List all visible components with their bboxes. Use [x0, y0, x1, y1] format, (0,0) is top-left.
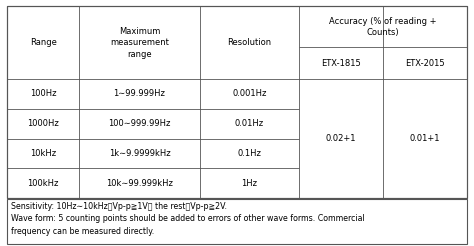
Text: ETX-2015: ETX-2015 — [405, 59, 445, 68]
Text: Maximum
measurement
range: Maximum measurement range — [110, 27, 169, 59]
Text: frequency can be measured directly.: frequency can be measured directly. — [11, 227, 154, 236]
Text: 100Hz: 100Hz — [30, 90, 56, 98]
Text: 0.01Hz: 0.01Hz — [235, 119, 264, 128]
Text: 10kHz: 10kHz — [30, 149, 56, 158]
Text: Accuracy (% of reading +
Counts): Accuracy (% of reading + Counts) — [329, 16, 437, 37]
Text: 0.01+1: 0.01+1 — [410, 134, 440, 143]
Text: 1000Hz: 1000Hz — [27, 119, 59, 128]
Text: 1∼99.999Hz: 1∼99.999Hz — [114, 90, 165, 98]
Text: Sensitivity: 10Hz∼10kHz，Vp-p≧1V； the rest：Vp-p≧2V.: Sensitivity: 10Hz∼10kHz，Vp-p≧1V； the res… — [11, 202, 227, 211]
Text: Wave form: 5 counting points should be added to errors of other wave forms. Comm: Wave form: 5 counting points should be a… — [11, 214, 365, 223]
Text: 0.02+1: 0.02+1 — [326, 134, 356, 143]
Text: 100∼999.99Hz: 100∼999.99Hz — [109, 119, 171, 128]
Text: 1k∼9.9999kHz: 1k∼9.9999kHz — [109, 149, 170, 158]
Text: 0.001Hz: 0.001Hz — [232, 90, 266, 98]
Text: Range: Range — [30, 38, 56, 47]
Text: 10k∼99.999kHz: 10k∼99.999kHz — [106, 179, 173, 188]
Text: 100kHz: 100kHz — [27, 179, 59, 188]
Bar — [7, 6, 467, 198]
Bar — [7, 199, 467, 244]
Text: 1Hz: 1Hz — [241, 179, 257, 188]
Text: Resolution: Resolution — [228, 38, 272, 47]
Text: 0.1Hz: 0.1Hz — [237, 149, 261, 158]
Text: ETX-1815: ETX-1815 — [321, 59, 361, 68]
